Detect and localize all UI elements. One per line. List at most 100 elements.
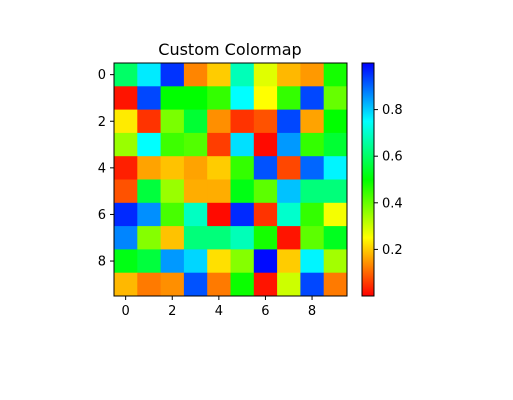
heatmap-cell	[160, 179, 185, 204]
heatmap-cell	[300, 156, 325, 180]
heatmap-cell	[253, 179, 278, 204]
heatmap-cell	[323, 86, 348, 110]
heatmap-cell	[183, 226, 208, 250]
x-tick-label: 4	[215, 304, 223, 319]
heatmap-cell	[230, 272, 255, 297]
heatmap-cell	[230, 86, 255, 110]
heatmap-cell	[183, 156, 208, 180]
heatmap-cell	[160, 109, 185, 134]
heatmap-cell	[323, 63, 348, 87]
heatmap-cell	[300, 109, 325, 134]
heatmap-cell	[183, 86, 208, 110]
heatmap-cell	[300, 179, 325, 204]
heatmap-cell	[183, 202, 208, 227]
heatmap-cell	[253, 86, 278, 110]
heatmap-cell	[300, 63, 325, 87]
heatmap-cell	[323, 226, 348, 250]
colorbar: 0.2 0.4 0.6 0.8	[361, 62, 403, 297]
y-tick-label: 2	[98, 115, 106, 130]
heatmap-cell	[114, 272, 138, 297]
heatmap-cell	[230, 63, 255, 87]
heatmap-cell	[323, 109, 348, 134]
heatmap-cell	[253, 63, 278, 87]
heatmap-cell	[137, 132, 161, 157]
y-tick-label: 8	[98, 255, 106, 270]
x-tick-label: 6	[261, 304, 269, 319]
heatmap-cell	[207, 202, 231, 227]
colorbar-tick-label: 0.6	[382, 150, 403, 165]
heatmap-cell	[137, 63, 161, 87]
heatmap-cell	[160, 202, 185, 227]
heatmap-cell	[253, 202, 278, 227]
heatmap-cell	[230, 109, 255, 134]
heatmap-cell	[253, 272, 278, 297]
heatmap-cell	[323, 132, 348, 157]
heatmap-cell	[253, 132, 278, 157]
heatmap-cell	[137, 202, 161, 227]
heatmap-cell	[300, 132, 325, 157]
heatmap-cell	[277, 86, 301, 110]
y-tick-label: 4	[98, 161, 106, 176]
heatmap-cell	[253, 249, 278, 274]
heatmap-cell	[277, 226, 301, 250]
heatmap-cell	[300, 226, 325, 250]
heatmap-cell	[300, 202, 325, 227]
heatmap-cell	[253, 226, 278, 250]
heatmap-cell	[183, 63, 208, 87]
heatmap-cell	[114, 202, 138, 227]
heatmap-cell	[183, 179, 208, 204]
heatmap-cell	[207, 156, 231, 180]
heatmap-cell	[160, 272, 185, 297]
heatmap-cell	[300, 86, 325, 110]
plot-frame	[113, 62, 348, 297]
heatmap-cell	[323, 179, 348, 204]
heatmap-cell	[230, 226, 255, 250]
heatmap-cell	[230, 249, 255, 274]
heatmap-cell	[160, 226, 185, 250]
x-tick-label: 8	[308, 304, 316, 319]
heatmap-cell	[114, 156, 138, 180]
heatmap-cell	[277, 63, 301, 87]
heatmap-cell	[183, 109, 208, 134]
chart-title: Custom Colormap	[158, 40, 301, 59]
heatmap-cell	[137, 156, 161, 180]
heatmap-cell	[253, 109, 278, 134]
heatmap-cell	[277, 202, 301, 227]
heatmap-cell	[183, 249, 208, 274]
heatmap-cell	[207, 86, 231, 110]
x-tick-label: 0	[122, 304, 130, 319]
heatmap-cell	[207, 226, 231, 250]
heatmap-cell	[207, 249, 231, 274]
heatmap-axes: 0 2 4 6 8 0 2 4 6 8	[98, 68, 316, 319]
heatmap-cell	[300, 272, 325, 297]
heatmap-cell	[277, 156, 301, 180]
heatmap-cell	[114, 226, 138, 250]
heatmap-cell	[137, 86, 161, 110]
heatmap-cell	[323, 249, 348, 274]
heatmap-cell	[230, 202, 255, 227]
heatmap-cell	[160, 86, 185, 110]
heatmap-cell	[323, 202, 348, 227]
heatmap-cell	[323, 156, 348, 180]
heatmap-cell	[114, 249, 138, 274]
heatmap-cell	[277, 132, 301, 157]
heatmap-cell	[114, 109, 138, 134]
heatmap-cell	[160, 132, 185, 157]
heatmap-cell	[183, 132, 208, 157]
heatmap-cell	[137, 272, 161, 297]
heatmap-cell	[207, 109, 231, 134]
heatmap-cells	[114, 63, 348, 297]
y-tick-label: 0	[98, 68, 106, 83]
heatmap-cell	[253, 156, 278, 180]
heatmap-cell	[323, 272, 348, 297]
heatmap-cell	[114, 63, 138, 87]
heatmap-cell	[114, 179, 138, 204]
heatmap-cell	[160, 249, 185, 274]
heatmap-cell	[137, 179, 161, 204]
heatmap-cell	[114, 132, 138, 157]
heatmap-cell	[277, 109, 301, 134]
colorbar-tick-label: 0.2	[382, 243, 403, 258]
heatmap-cell	[137, 249, 161, 274]
colorbar-gradient	[362, 63, 374, 296]
